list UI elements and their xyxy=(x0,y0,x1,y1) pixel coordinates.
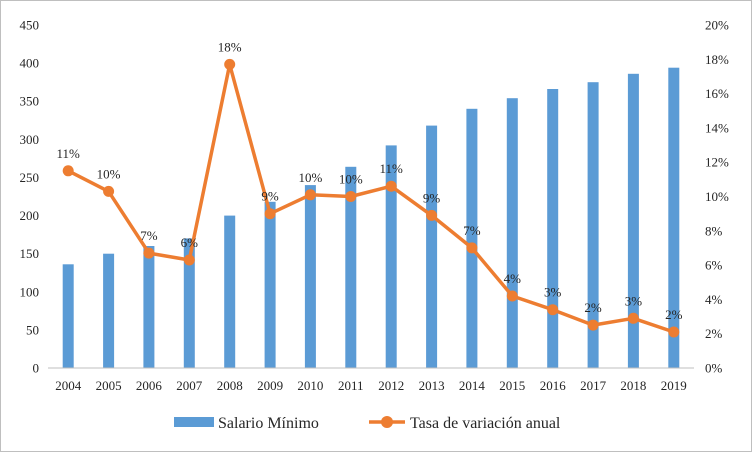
bar-2004 xyxy=(62,264,74,368)
line-point-2014 xyxy=(466,242,478,254)
bar-series xyxy=(62,67,680,369)
line-point-2004 xyxy=(62,165,74,177)
data-label: 10% xyxy=(97,166,121,181)
data-label: 6% xyxy=(181,235,199,250)
bar-2008 xyxy=(224,215,236,368)
bar-2012 xyxy=(385,145,397,368)
bar-2019 xyxy=(668,67,680,368)
x-tick-label: 2017 xyxy=(580,378,607,393)
bar-2016 xyxy=(547,89,559,368)
right-tick-label: 8% xyxy=(705,223,723,238)
bar-2017 xyxy=(587,82,599,368)
bar-2005 xyxy=(103,253,115,368)
right-tick-label: 4% xyxy=(705,292,723,307)
right-tick-label: 12% xyxy=(705,155,729,170)
data-label: 3% xyxy=(625,293,643,308)
data-label: 10% xyxy=(339,172,363,187)
x-tick-label: 2010 xyxy=(297,378,323,393)
bar-2010 xyxy=(304,185,316,368)
variation-line xyxy=(66,62,676,334)
x-tick-label: 2006 xyxy=(136,378,163,393)
left-tick-label: 400 xyxy=(20,56,40,71)
line-point-2008 xyxy=(224,58,236,70)
x-tick-label: 2012 xyxy=(378,378,404,393)
left-tick-label: 450 xyxy=(20,18,40,33)
left-tick-label: 300 xyxy=(20,132,40,147)
data-label: 11% xyxy=(57,146,81,161)
data-label: 2% xyxy=(584,300,602,315)
line-point-2006 xyxy=(143,247,155,259)
x-tick-label: 2005 xyxy=(96,378,122,393)
bar-2018 xyxy=(627,73,639,369)
line-point-2013 xyxy=(426,209,438,221)
x-tick-label: 2019 xyxy=(661,378,687,393)
right-tick-label: 16% xyxy=(705,86,729,101)
data-label: 7% xyxy=(140,228,158,243)
data-label: 9% xyxy=(423,190,441,205)
line-point-2018 xyxy=(627,312,639,324)
line-point-2012 xyxy=(385,180,397,192)
data-label: 4% xyxy=(504,271,522,286)
line-point-2017 xyxy=(587,319,599,331)
data-label: 10% xyxy=(298,170,322,185)
x-tick-label: 2015 xyxy=(499,378,525,393)
bar-2014 xyxy=(466,108,478,369)
bar-2009 xyxy=(264,201,276,368)
x-tick-label: 2016 xyxy=(540,378,567,393)
data-label: 9% xyxy=(261,189,279,204)
data-label: 7% xyxy=(463,223,481,238)
left-tick-label: 350 xyxy=(20,94,40,109)
x-tick-label: 2008 xyxy=(217,378,243,393)
bar-2015 xyxy=(506,98,518,368)
x-tick-label: 2011 xyxy=(338,378,364,393)
bar-2013 xyxy=(426,125,438,368)
right-tick-label: 10% xyxy=(705,189,729,204)
x-tick-label: 2014 xyxy=(459,378,486,393)
left-tick-label: 100 xyxy=(20,284,40,299)
right-tick-label: 18% xyxy=(705,52,729,67)
data-label: 2% xyxy=(665,307,683,322)
right-tick-label: 2% xyxy=(705,326,723,341)
right-tick-label: 0% xyxy=(705,361,723,376)
x-tick-label: 2009 xyxy=(257,378,283,393)
x-tick-label: 2004 xyxy=(55,378,82,393)
line-point-2019 xyxy=(668,326,680,338)
data-label: 18% xyxy=(218,39,242,54)
right-axis-ticks: 0% 2% 4% 6% 8% 10% 12% 14% 16% 18% 20% xyxy=(705,18,729,376)
left-tick-label: 200 xyxy=(20,208,40,223)
left-tick-label: 250 xyxy=(20,170,40,185)
line-point-2005 xyxy=(103,185,115,197)
left-tick-label: 50 xyxy=(26,322,39,337)
right-tick-label: 20% xyxy=(705,18,729,33)
left-tick-label: 150 xyxy=(20,246,40,261)
right-tick-label: 14% xyxy=(705,120,729,135)
left-tick-label: 0 xyxy=(33,361,40,376)
bar-2006 xyxy=(143,246,155,368)
line-point-2010 xyxy=(304,189,316,201)
line-point-2015 xyxy=(506,290,518,302)
legend: Salario Mínimo Tasa de variación anual xyxy=(174,415,561,432)
bar-2007 xyxy=(183,238,195,368)
legend-bar-swatch xyxy=(174,417,214,427)
legend-line-marker xyxy=(381,416,393,428)
right-tick-label: 6% xyxy=(705,258,723,273)
x-tick-label: 2013 xyxy=(419,378,445,393)
line-point-2016 xyxy=(547,304,559,316)
legend-line-label: Tasa de variación anual xyxy=(410,415,561,432)
data-label: 3% xyxy=(544,285,562,300)
line-point-2007 xyxy=(183,254,195,266)
x-tick-label: 2007 xyxy=(176,378,203,393)
left-axis-ticks: 0 50 100 150 200 250 300 350 400 450 xyxy=(20,18,40,376)
line-series: 11% 10% 7% 6% 18% 9% 10% 10% 11% 9% 7% 4% 3% 2% 3% 2% xyxy=(57,39,683,338)
line-point-2011 xyxy=(345,191,357,202)
line-point-2009 xyxy=(264,208,276,220)
legend-bar-label: Salario Mínimo xyxy=(218,415,319,432)
data-label: 11% xyxy=(380,161,404,176)
bar-2011 xyxy=(345,166,357,368)
x-tick-label: 2018 xyxy=(620,378,646,393)
x-axis-ticks: 2004 2005 2006 2007 2008 2009 2010 2011 2012 2013… xyxy=(55,378,687,393)
